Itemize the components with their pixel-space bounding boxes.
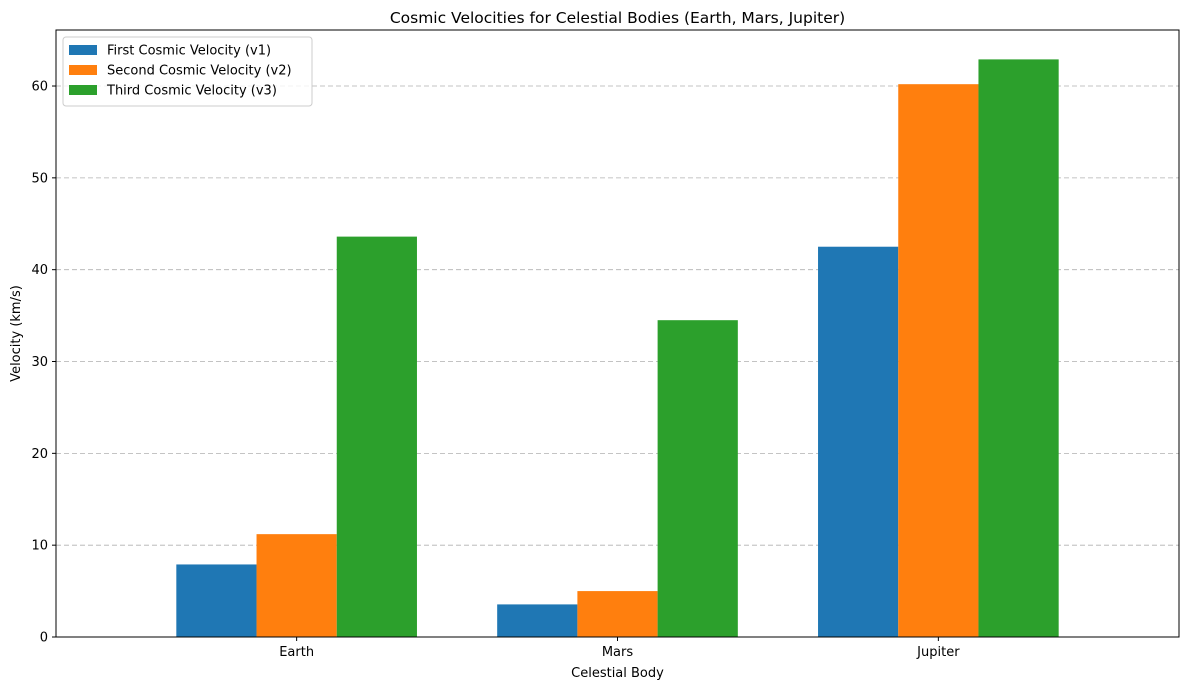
x-axis-ticks: Earth Mars Jupiter [279,637,960,660]
y-tick-label: 40 [31,263,48,278]
bar-mars-v1 [497,604,578,637]
legend-label: First Cosmic Velocity (v1) [107,44,271,59]
y-tick-label: 30 [31,355,48,370]
y-tick-label: 20 [31,447,48,462]
legend-label: Third Cosmic Velocity (v3) [106,84,277,99]
x-axis-label: Celestial Body [571,666,664,681]
legend-swatch [69,65,97,75]
bar-earth-v2 [256,534,337,637]
x-tick-label: Earth [279,645,314,660]
y-axis-ticks: 0 10 20 30 40 50 60 [31,80,56,646]
y-axis-label: Velocity (km/s) [9,285,24,382]
legend: First Cosmic Velocity (v1) Second Cosmic … [62,36,313,107]
chart-title: Cosmic Velocities for Celestial Bodies (… [390,9,845,27]
legend-box [62,36,313,107]
y-tick-label: 10 [31,539,48,554]
x-tick-label: Jupiter [916,645,960,660]
legend-label: Second Cosmic Velocity (v2) [107,64,292,79]
bar-jupiter-v3 [978,59,1059,637]
y-tick-label: 0 [40,631,48,646]
bar-mars-v2 [577,591,658,637]
legend-swatch [69,45,97,55]
bar-earth-v1 [176,564,257,637]
x-tick-label: Mars [602,645,634,660]
bar-earth-v3 [336,236,417,637]
bars [176,59,1059,637]
y-tick-label: 50 [31,171,48,186]
legend-swatch [69,85,97,95]
bar-mars-v3 [657,320,738,637]
y-tick-label: 60 [31,80,48,95]
bar-jupiter-v1 [818,246,899,637]
bar-jupiter-v2 [898,84,979,637]
